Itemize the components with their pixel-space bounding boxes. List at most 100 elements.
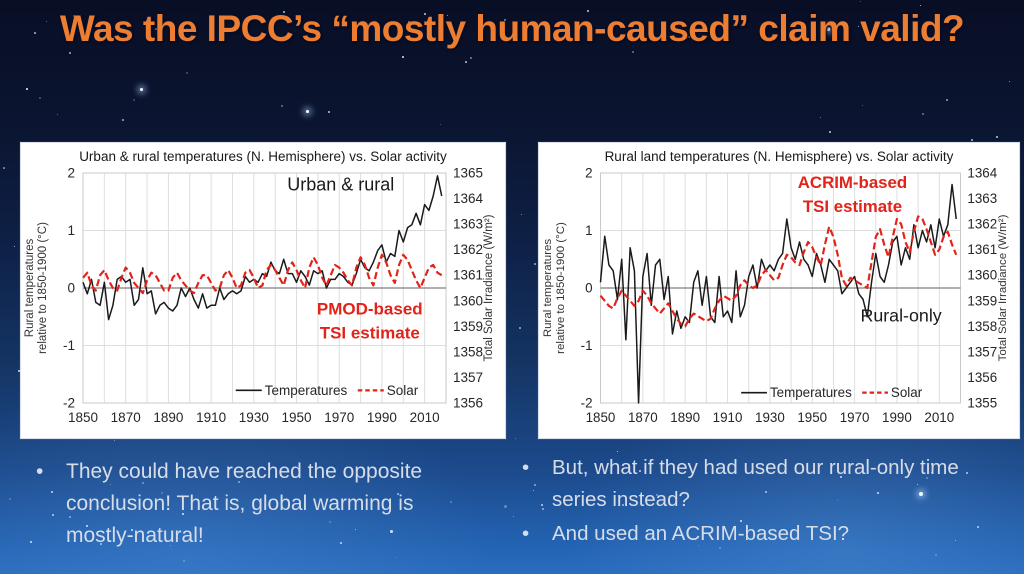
star — [541, 504, 543, 506]
star — [521, 214, 523, 216]
bright-star — [140, 88, 143, 91]
star — [228, 467, 230, 469]
star — [977, 526, 979, 528]
star — [98, 506, 100, 508]
svg-text:1890: 1890 — [670, 410, 700, 425]
star — [515, 438, 517, 440]
svg-text:TSI estimate: TSI estimate — [803, 197, 902, 216]
svg-text:1359: 1359 — [967, 293, 997, 308]
svg-text:1361: 1361 — [967, 242, 997, 257]
svg-text:1360: 1360 — [967, 268, 997, 283]
svg-text:2010: 2010 — [410, 410, 440, 425]
star — [69, 52, 71, 54]
star — [946, 99, 949, 102]
star — [114, 440, 116, 442]
star — [966, 472, 968, 474]
star — [155, 28, 157, 30]
star — [971, 139, 973, 141]
svg-text:1: 1 — [67, 223, 75, 238]
bullet-marker: • — [36, 460, 44, 483]
bullet-text: And used an ACRIM-based TSI? — [552, 522, 850, 545]
star — [504, 505, 507, 508]
bullet-item: • But, what if they had used our rural-o… — [518, 452, 1004, 516]
bullet-item: • And used an ACRIM-based TSI? — [518, 518, 1004, 550]
star — [917, 484, 919, 486]
star — [131, 529, 133, 531]
star — [862, 105, 864, 107]
star — [30, 541, 33, 544]
chart-title-left: Urban & rural temperatures (N. Hemispher… — [79, 149, 447, 164]
svg-text:1850: 1850 — [68, 410, 98, 425]
star — [587, 10, 589, 12]
star — [3, 167, 5, 169]
star — [837, 500, 839, 502]
svg-text:1359: 1359 — [453, 319, 483, 334]
svg-text:1357: 1357 — [967, 344, 997, 359]
svg-text:1930: 1930 — [239, 410, 269, 425]
svg-text:2010: 2010 — [924, 410, 954, 425]
chart-panel-rural-only: Rural land temperatures (N. Hemisphere) … — [538, 142, 1020, 439]
bullet-item: • They could have reached the opposite c… — [32, 456, 462, 552]
star — [447, 15, 449, 17]
svg-text:1356: 1356 — [453, 396, 483, 411]
bullet-list-right: • But, what if they had used our rural-o… — [518, 452, 1004, 552]
svg-text:-1: -1 — [63, 338, 75, 353]
star — [765, 491, 767, 493]
svg-text:ACRIM-based: ACRIM-based — [798, 173, 907, 192]
star — [860, 1, 862, 3]
svg-text:Urban & rural: Urban & rural — [287, 174, 394, 194]
svg-text:1360: 1360 — [453, 293, 483, 308]
star — [504, 19, 507, 22]
svg-text:1: 1 — [585, 223, 592, 238]
svg-text:1358: 1358 — [453, 344, 483, 359]
star — [513, 516, 515, 518]
star — [390, 530, 393, 533]
star — [719, 547, 721, 549]
svg-text:-1: -1 — [581, 338, 593, 353]
star — [698, 545, 700, 547]
chart-panel-urban-rural: Urban & rural temperatures (N. Hemispher… — [20, 142, 506, 439]
svg-text:2: 2 — [585, 165, 592, 180]
star — [931, 472, 933, 474]
star — [355, 529, 357, 531]
bright-star — [306, 110, 309, 113]
star — [402, 56, 404, 58]
svg-text:0: 0 — [585, 280, 592, 295]
star — [51, 491, 53, 493]
star — [440, 124, 442, 126]
svg-text:0: 0 — [67, 281, 75, 296]
star — [829, 131, 831, 133]
svg-text:Total Solar Irradiance (W/m²): Total Solar Irradiance (W/m²) — [997, 214, 1009, 361]
star — [926, 477, 928, 479]
svg-text:relative to 1850-1900 (°C): relative to 1850-1900 (°C) — [37, 222, 49, 354]
star — [533, 490, 535, 492]
star — [639, 470, 641, 472]
star — [542, 508, 544, 510]
svg-text:1890: 1890 — [153, 410, 183, 425]
star — [630, 35, 633, 38]
star — [26, 88, 28, 90]
star — [920, 5, 922, 7]
svg-text:1357: 1357 — [453, 370, 483, 385]
star — [74, 508, 76, 510]
svg-text:1362: 1362 — [453, 242, 483, 257]
star — [656, 494, 658, 496]
star — [840, 476, 843, 479]
bright-star — [826, 27, 830, 31]
star — [100, 543, 102, 545]
star — [170, 545, 172, 547]
star — [935, 554, 938, 557]
bullet-text: They could have reached the opposite con… — [66, 460, 423, 547]
bullet-marker: • — [522, 522, 530, 545]
svg-text:Temperatures: Temperatures — [770, 385, 852, 400]
svg-text:1364: 1364 — [967, 165, 997, 180]
svg-text:Temperatures: Temperatures — [265, 383, 348, 398]
star — [133, 99, 135, 101]
star — [534, 484, 536, 486]
svg-text:Total Solar Irradiance (W/m²): Total Solar Irradiance (W/m²) — [483, 214, 495, 361]
svg-text:1970: 1970 — [840, 410, 870, 425]
star — [39, 97, 41, 99]
star — [142, 482, 145, 485]
star — [1009, 81, 1011, 83]
